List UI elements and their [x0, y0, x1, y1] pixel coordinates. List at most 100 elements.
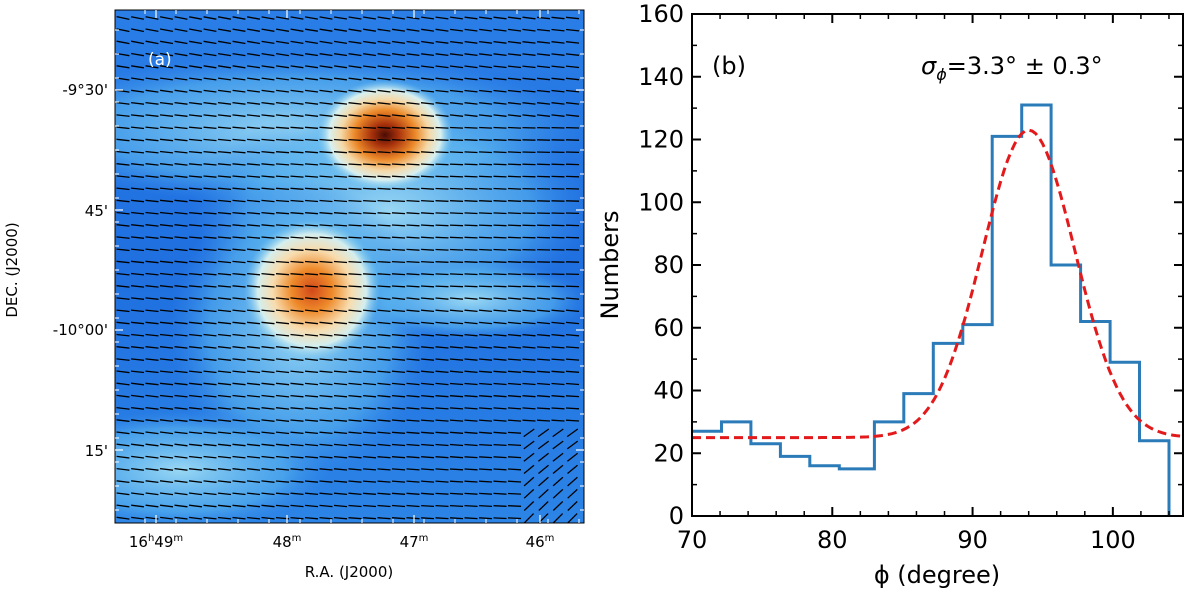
polarization-vector: [551, 53, 565, 56]
polarization-vector: [116, 138, 130, 142]
polarization-vector: [333, 370, 348, 374]
polarization-vector: [406, 273, 420, 276]
polarization-vector: [304, 407, 319, 410]
polarization-vector: [420, 77, 435, 81]
polarization-vector: [478, 504, 493, 508]
polarization-vector: [232, 516, 246, 520]
polarization-vector: [174, 163, 188, 166]
polarization-vector: [522, 382, 536, 386]
polarization-vector: [145, 455, 159, 459]
polarization-vector: [348, 504, 362, 508]
polarization-vector: [203, 443, 217, 447]
polarization-vector: [362, 492, 377, 495]
polarization-vector: [362, 382, 377, 386]
polarization-vector: [552, 452, 564, 462]
polarization-vector: [377, 40, 391, 44]
polarization-vector: [217, 492, 232, 496]
polarization-vector: [319, 28, 333, 32]
polarization-vector: [435, 212, 449, 215]
polarization-vector: [319, 151, 333, 154]
polarization-vector: [391, 126, 406, 129]
polarization-vector: [507, 382, 522, 386]
polarization-vector: [391, 297, 406, 300]
polarization-vector: [377, 187, 391, 190]
polarization-vector: [203, 224, 217, 227]
polarization-vector: [479, 16, 492, 20]
polarization-vector: [217, 16, 232, 20]
polarization-vector: [333, 236, 348, 239]
polarization-vector: [565, 333, 580, 337]
polarization-vector: [362, 419, 377, 422]
x-tick-label: 100: [1090, 526, 1136, 554]
y-tick-label: 20: [653, 439, 684, 467]
polarization-vector: [145, 504, 159, 508]
polarization-vector: [261, 419, 275, 422]
polarization-vector: [232, 297, 246, 300]
polarization-vector: [523, 452, 535, 462]
polarization-vector: [391, 77, 406, 81]
polarization-vector: [406, 468, 420, 471]
polarization-vector: [536, 382, 551, 386]
polarization-vector: [478, 212, 493, 215]
polarization-vector: [464, 346, 478, 349]
polarization-vector: [116, 467, 130, 471]
polarization-vector: [188, 199, 203, 203]
polarization-vector: [174, 211, 188, 215]
polarization-vector: [232, 382, 246, 386]
polarization-vector: [478, 431, 493, 434]
polarization-vector: [275, 419, 290, 422]
polarization-vector: [159, 406, 174, 410]
polarization-vector: [232, 492, 246, 496]
polarization-vector: [319, 65, 333, 69]
polarization-vector: [116, 199, 130, 203]
polarization-vector: [145, 346, 159, 349]
polarization-vector: [507, 261, 522, 263]
polarization-vector: [304, 151, 319, 154]
polarization-vector: [130, 248, 145, 252]
polarization-vector: [449, 358, 464, 361]
polarization-vector: [464, 297, 478, 300]
polarization-vector: [551, 419, 565, 422]
polarization-vector: [435, 187, 449, 190]
polarization-vector: [464, 285, 478, 288]
polarization-vector: [565, 382, 580, 386]
polarization-vector: [188, 468, 203, 471]
histogram-bin: [933, 343, 963, 516]
polarization-vector: [377, 53, 391, 57]
polarization-vector: [449, 419, 464, 422]
polarization-vector: [377, 28, 391, 32]
polarization-vector: [348, 53, 362, 57]
polarization-vector: [246, 468, 261, 471]
polarization-vector: [348, 187, 362, 190]
polarization-vector: [478, 382, 493, 386]
polarization-vector: [232, 333, 246, 337]
polarization-vector: [246, 309, 261, 313]
polarization-vector: [435, 517, 449, 520]
polarization-vector: [174, 138, 188, 142]
polarization-vector: [130, 224, 145, 227]
polarization-vector: [246, 480, 261, 483]
polarization-vector: [391, 492, 406, 495]
polarization-vector: [174, 492, 188, 496]
polarization-vector: [362, 260, 377, 264]
polarization-vector: [261, 236, 275, 239]
polarization-vector: [275, 175, 290, 178]
polarization-vector: [522, 114, 536, 117]
polarization-vector: [319, 455, 333, 459]
polarization-vector: [217, 187, 232, 191]
polarization-vector: [145, 321, 159, 325]
polarization-vector: [261, 407, 275, 410]
polarization-vector: [319, 248, 333, 251]
polarization-vector: [130, 419, 145, 423]
polarization-vector: [522, 41, 536, 44]
polarization-vector: [449, 273, 464, 276]
polarization-vector: [189, 89, 202, 93]
polarization-vector: [449, 163, 464, 166]
polarization-vector: [478, 358, 493, 361]
polarization-vector: [348, 248, 362, 251]
polarization-vector: [188, 101, 203, 105]
polarization-vector: [464, 431, 478, 434]
polarization-vector: [246, 211, 261, 215]
polarization-vector: [391, 114, 406, 117]
polarization-vector: [159, 346, 174, 349]
